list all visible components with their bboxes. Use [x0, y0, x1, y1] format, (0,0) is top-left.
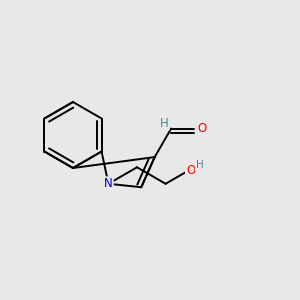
Text: H: H	[160, 117, 169, 130]
Text: O: O	[198, 122, 207, 135]
Text: O: O	[186, 164, 195, 177]
Text: N: N	[104, 177, 113, 190]
Text: H: H	[196, 160, 203, 170]
